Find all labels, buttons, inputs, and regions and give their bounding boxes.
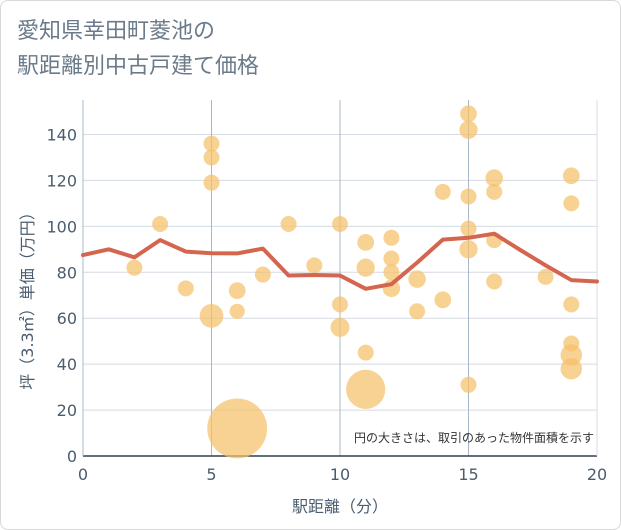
bubbles: [126, 105, 583, 459]
data-point: [486, 273, 503, 290]
x-tick-label: 10: [330, 465, 350, 484]
x-axis-label: 駅距離（分）: [292, 497, 388, 516]
bubble-size-note: 円の大きさは、取引のあった物件面積を示す: [354, 430, 594, 445]
data-point: [563, 195, 580, 212]
y-tick-label: 80: [57, 263, 77, 282]
chart-title-line2: 駅距離別中古戸建て価格: [17, 54, 260, 79]
data-point: [383, 250, 400, 267]
y-tick-label: 60: [57, 309, 77, 328]
tick-labels: 0 20 40 60 80 100 120 140 0 5 10 15 20: [46, 125, 607, 484]
trend-line: [81, 231, 599, 291]
y-tick-label: 40: [57, 355, 77, 374]
data-point: [332, 216, 348, 233]
data-point: [254, 266, 271, 283]
data-point: [409, 303, 426, 320]
y-tick-label: 140: [46, 125, 77, 144]
data-point: [203, 135, 220, 152]
data-point: [383, 264, 400, 281]
data-point: [203, 174, 220, 191]
data-point: [203, 149, 220, 166]
data-point: [560, 357, 583, 380]
data-point: [126, 259, 143, 276]
data-point: [346, 369, 386, 409]
data-point: [229, 303, 245, 319]
data-point: [434, 291, 452, 309]
chart-title: 愛知県幸田町菱池の 駅距離別中古戸建て価格: [17, 14, 259, 84]
data-point: [562, 167, 580, 185]
x-tick-label: 15: [458, 465, 478, 484]
y-tick-label: 100: [46, 217, 77, 236]
data-point: [330, 317, 350, 337]
x-tick-label: 0: [78, 465, 88, 484]
y-axis-label: 坪（3.3㎡）単価（万円）: [18, 204, 37, 389]
data-point: [459, 240, 478, 259]
data-point: [485, 169, 503, 187]
data-point: [357, 234, 375, 251]
data-point: [537, 268, 554, 285]
data-point: [356, 258, 375, 277]
data-point: [460, 376, 477, 393]
data-point: [383, 229, 400, 246]
data-point: [486, 183, 503, 200]
data-point: [207, 398, 268, 459]
data-point: [460, 188, 477, 205]
trend-line-group: [81, 231, 599, 291]
data-point: [357, 344, 374, 361]
grid: [82, 100, 598, 457]
data-point: [152, 216, 169, 233]
chart-title-line1: 愛知県幸田町菱池の: [17, 19, 216, 44]
data-point: [306, 257, 323, 274]
x-tick-label: 5: [206, 465, 216, 484]
y-tick-label: 20: [57, 401, 77, 420]
data-point: [563, 296, 580, 313]
data-point: [460, 220, 477, 237]
data-point: [408, 270, 426, 288]
data-point: [459, 120, 478, 139]
data-point: [460, 105, 477, 123]
data-point: [332, 296, 348, 313]
data-point: [280, 216, 297, 233]
data-point: [434, 183, 451, 200]
data-point: [228, 282, 246, 300]
y-tick-label: 0: [67, 447, 77, 466]
data-point: [199, 304, 224, 328]
data-point: [177, 280, 194, 297]
x-tick-label: 20: [587, 465, 607, 484]
y-tick-label: 120: [46, 171, 77, 190]
